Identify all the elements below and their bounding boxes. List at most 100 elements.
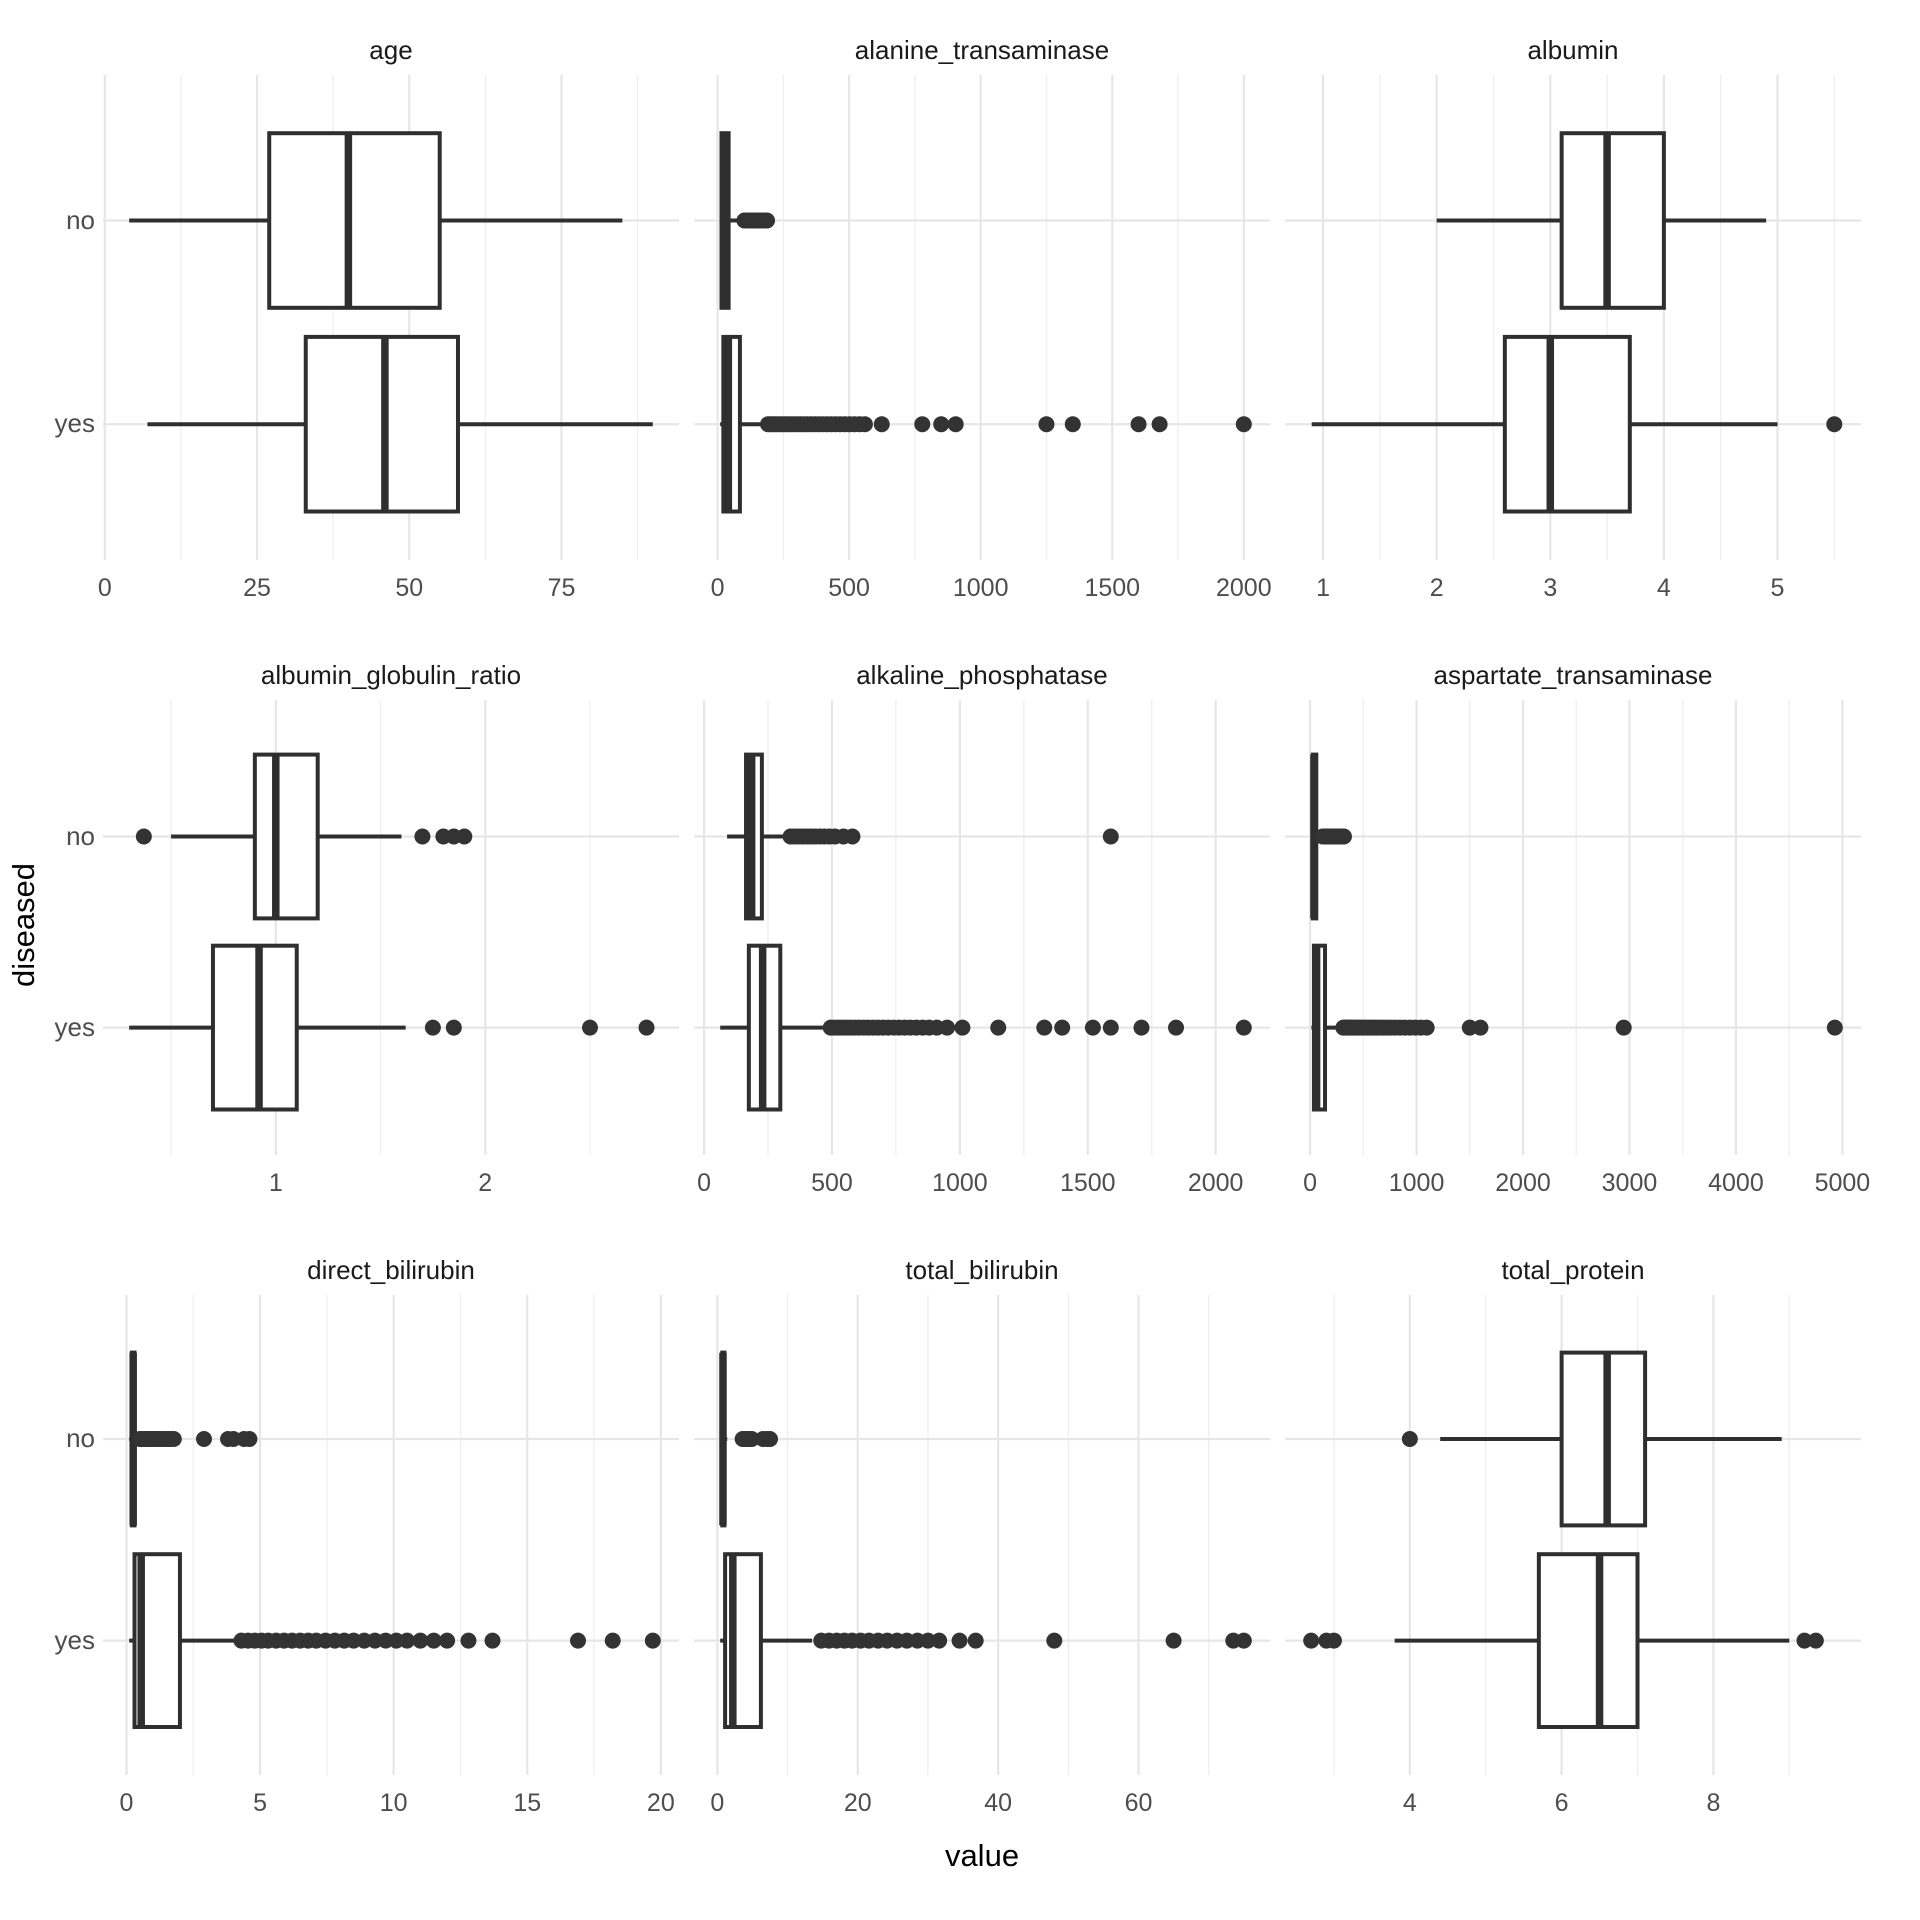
x-tick-label: 4: [1402, 1789, 1417, 1817]
boxplot-svg: [694, 75, 1270, 560]
box-yes: [210, 943, 299, 1112]
outlier-point-yes: [1418, 1019, 1435, 1036]
x-tick-label: 2000: [1216, 574, 1272, 602]
facet-strip-title: aspartate_transaminase: [1433, 660, 1713, 690]
outlier-point-yes: [919, 1632, 936, 1649]
outlier-point-yes: [570, 1632, 587, 1649]
outlier-point-yes: [1303, 1632, 1320, 1649]
outlier-point-yes: [1064, 416, 1081, 433]
outlier-point-no: [759, 212, 776, 229]
outlier-point-yes: [990, 1019, 1007, 1036]
x-tick-label: 1000: [952, 574, 1009, 602]
boxplot-svg: [103, 700, 679, 1155]
x-tick-label: 2: [1429, 574, 1444, 602]
boxplot-svg: [694, 700, 1270, 1155]
outlier-point-yes: [1151, 416, 1168, 433]
x-tick-label: 10: [379, 1789, 408, 1817]
x-tick-label: 1000: [1388, 1169, 1445, 1197]
facet-strip-title: age: [369, 35, 413, 65]
y-category-label-no: no: [66, 204, 95, 235]
x-tick-label: 1500: [1059, 1169, 1116, 1197]
outlier-point-no: [1102, 828, 1119, 845]
x-tick-label: 40: [984, 1789, 1013, 1817]
facet-strip-title: direct_bilirubin: [307, 1255, 475, 1285]
outlier-point-yes: [1168, 1019, 1185, 1036]
outlier-point-yes: [1165, 1632, 1182, 1649]
box-no: [1559, 131, 1666, 310]
x-tick-label: 3: [1543, 574, 1558, 602]
outlier-point-yes: [399, 1632, 416, 1649]
outlier-point-no: [1335, 828, 1352, 845]
outlier-point-no: [241, 1431, 258, 1447]
facet-strip-title: alanine_transaminase: [854, 35, 1110, 65]
outlier-point-yes: [1796, 1632, 1813, 1649]
outlier-point-yes: [1036, 1019, 1053, 1036]
box-no: [1559, 1350, 1648, 1528]
outlier-point-yes: [933, 416, 950, 433]
outlier-point-yes: [581, 1019, 598, 1036]
outlier-point-no: [414, 828, 431, 845]
outlier-point-yes: [484, 1632, 501, 1649]
outlier-point-yes: [1046, 1632, 1063, 1649]
outlier-point-no: [456, 828, 473, 845]
x-tick-label: 0: [1303, 1169, 1318, 1197]
box-yes: [1536, 1552, 1640, 1730]
outlier-point-yes: [604, 1632, 621, 1649]
x-tick-label: 5: [1770, 574, 1785, 602]
outlier-point-yes: [1038, 416, 1055, 433]
x-tick-label: 20: [646, 1789, 675, 1817]
outlier-point-yes: [914, 416, 931, 433]
facet-panel-albumin: albumin 1 2 3 4 5: [1285, 35, 1861, 602]
x-tick-label: 5000: [1814, 1169, 1871, 1197]
outlier-point-no: [844, 828, 861, 845]
x-tick-label: 1: [1316, 574, 1330, 602]
outlier-point-no: [1401, 1431, 1418, 1447]
outlier-point-yes: [1133, 1019, 1150, 1036]
outlier-point-yes: [1102, 1019, 1119, 1036]
boxplot-svg: [103, 75, 679, 560]
outlier-point-yes: [1235, 416, 1252, 433]
x-tick-label: 6: [1554, 1789, 1569, 1817]
facet-strip-title: total_bilirubin: [905, 1255, 1059, 1285]
box-no: [267, 131, 442, 310]
x-tick-label: 0: [697, 1169, 712, 1197]
x-tick-label: 20: [843, 1789, 872, 1817]
outlier-point-yes: [460, 1632, 477, 1649]
facet-panel-alkaline_phosphatase: alkaline_phosphatase 0 500 1000 1500 2000: [694, 660, 1270, 1197]
x-tick-label: 500: [811, 1169, 853, 1197]
y-category-label-no: no: [66, 1423, 95, 1453]
outlier-point-no: [762, 1431, 779, 1447]
outlier-point-yes: [1826, 416, 1843, 433]
outlier-point-no: [195, 1431, 212, 1447]
facet-panel-albumin_globulin_ratio: albumin_globulin_ratio 1 2: [103, 660, 679, 1197]
x-tick-label: 25: [243, 574, 271, 602]
outlier-point-no: [743, 1431, 760, 1447]
y-category-label-no: no: [66, 820, 95, 851]
x-tick-label: 500: [828, 574, 870, 602]
x-tick-label: 0: [710, 1789, 725, 1817]
outlier-point-yes: [439, 1632, 456, 1649]
x-tick-label: 3000: [1601, 1169, 1658, 1197]
outlier-point-yes: [1325, 1632, 1342, 1649]
facet-panel-aspartate_transaminase: aspartate_transaminase 0 1000 2000 3000 4000 5…: [1285, 660, 1870, 1197]
y-axis-title: diseased: [6, 862, 41, 988]
outlier-point-no: [165, 1431, 182, 1447]
x-tick-label: 4: [1656, 574, 1671, 602]
outlier-point-yes: [1472, 1019, 1489, 1036]
outlier-point-yes: [856, 416, 873, 433]
y-category-label-yes: yes: [54, 408, 95, 439]
facet-strip-title: alkaline_phosphatase: [856, 660, 1108, 690]
outlier-point-no: [135, 828, 152, 845]
outlier-point-yes: [954, 1019, 971, 1036]
outlier-point-yes: [425, 1632, 442, 1649]
x-tick-label: 1000: [932, 1169, 988, 1197]
outlier-point-yes: [1235, 1632, 1252, 1649]
facet-panel-total_protein: total_protein 4 6 8: [1285, 1255, 1861, 1817]
boxplot-svg: [1285, 75, 1861, 560]
x-tick-label: 1500: [1084, 574, 1141, 602]
facet-panel-total_bilirubin: total_bilirubin 0 20 40 60: [694, 1255, 1270, 1817]
x-tick-label: 15: [513, 1789, 542, 1817]
boxplot-svg: [1285, 1295, 1861, 1775]
facet-strip-title: albumin: [1527, 35, 1619, 65]
